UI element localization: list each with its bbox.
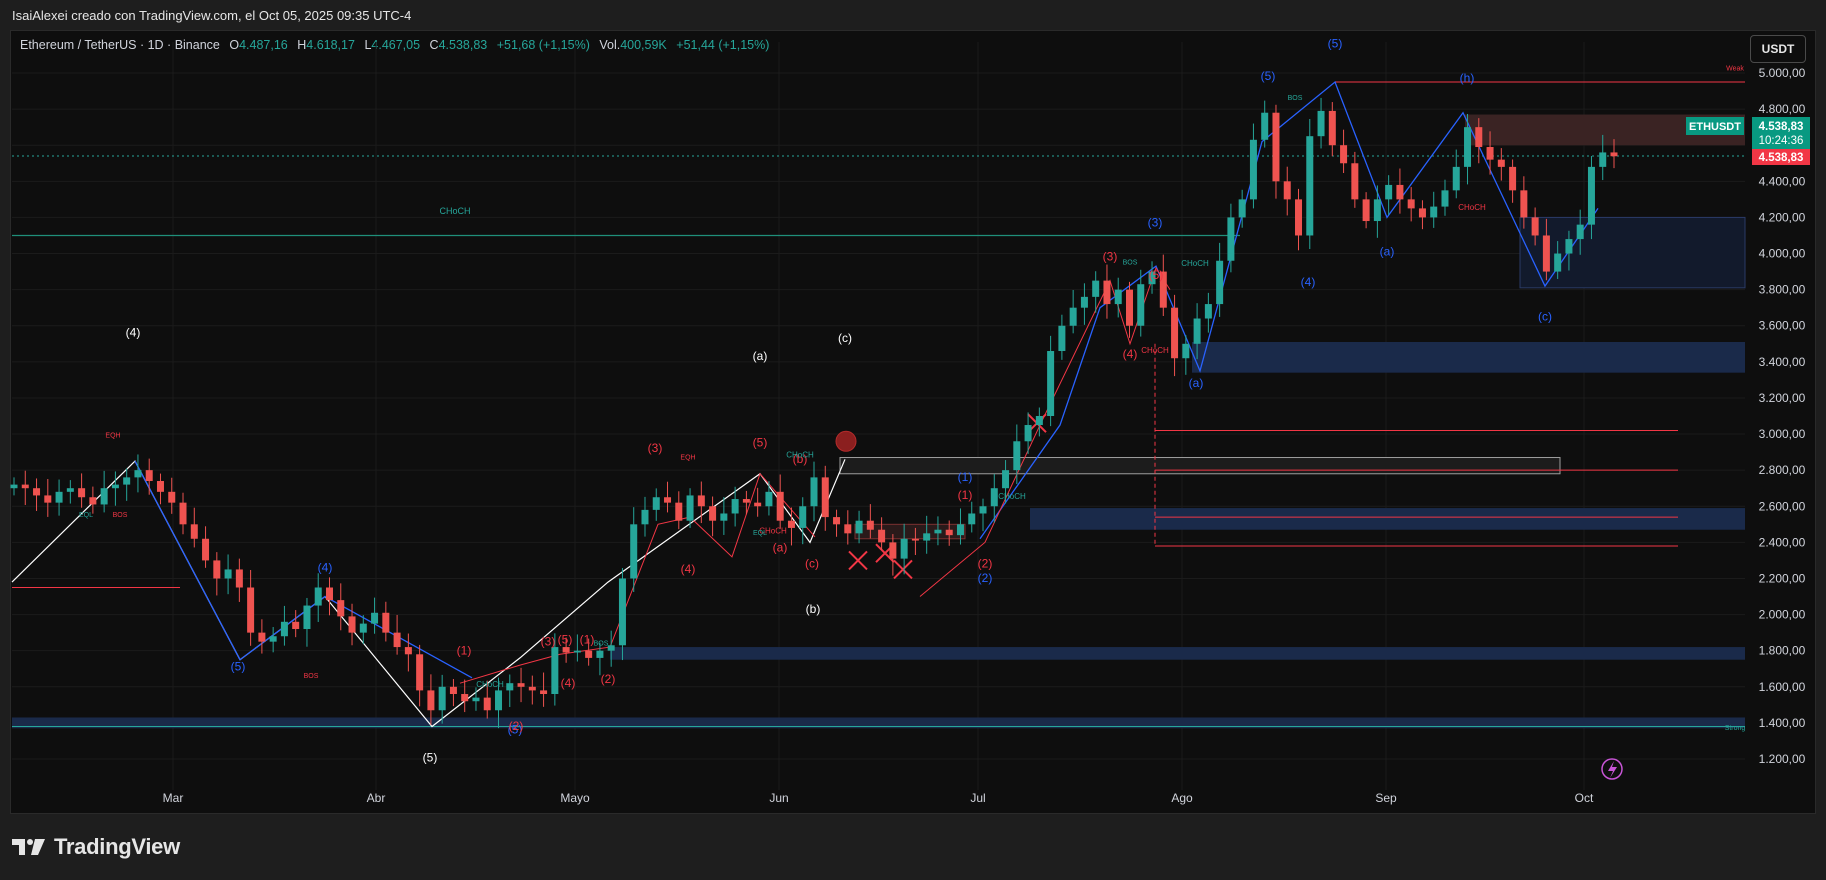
low-label: L <box>364 38 372 52</box>
chart-caption: IsaiAlexei creado con TradingView.com, e… <box>12 8 412 23</box>
chart-panel[interactable] <box>10 30 1816 814</box>
currency-button[interactable]: USDT <box>1750 35 1806 63</box>
close-label: C <box>429 38 439 52</box>
tradingview-logo-icon <box>12 839 45 855</box>
high-label: H <box>297 38 307 52</box>
low-value: 4.467,05 <box>371 38 421 52</box>
tradingview-logo-text: TradingView <box>54 834 180 859</box>
close-value: 4.538,83 <box>438 38 488 52</box>
volume-value: 400,59K <box>620 38 667 52</box>
volume-label: Vol. <box>599 38 621 52</box>
change-value: +51,68 (+1,15%) <box>496 38 590 52</box>
high-value: 4.618,17 <box>306 38 355 52</box>
tradingview-logo[interactable]: TradingView <box>12 834 180 860</box>
symbol-name[interactable]: Ethereum / TetherUS · 1D · Binance <box>20 38 220 52</box>
open-value: 4.487,16 <box>239 38 288 52</box>
symbol-legend: Ethereum / TetherUS · 1D · Binance O4.48… <box>20 38 769 52</box>
volume-change: +51,44 (+1,15%) <box>676 38 770 52</box>
open-label: O <box>229 38 240 52</box>
